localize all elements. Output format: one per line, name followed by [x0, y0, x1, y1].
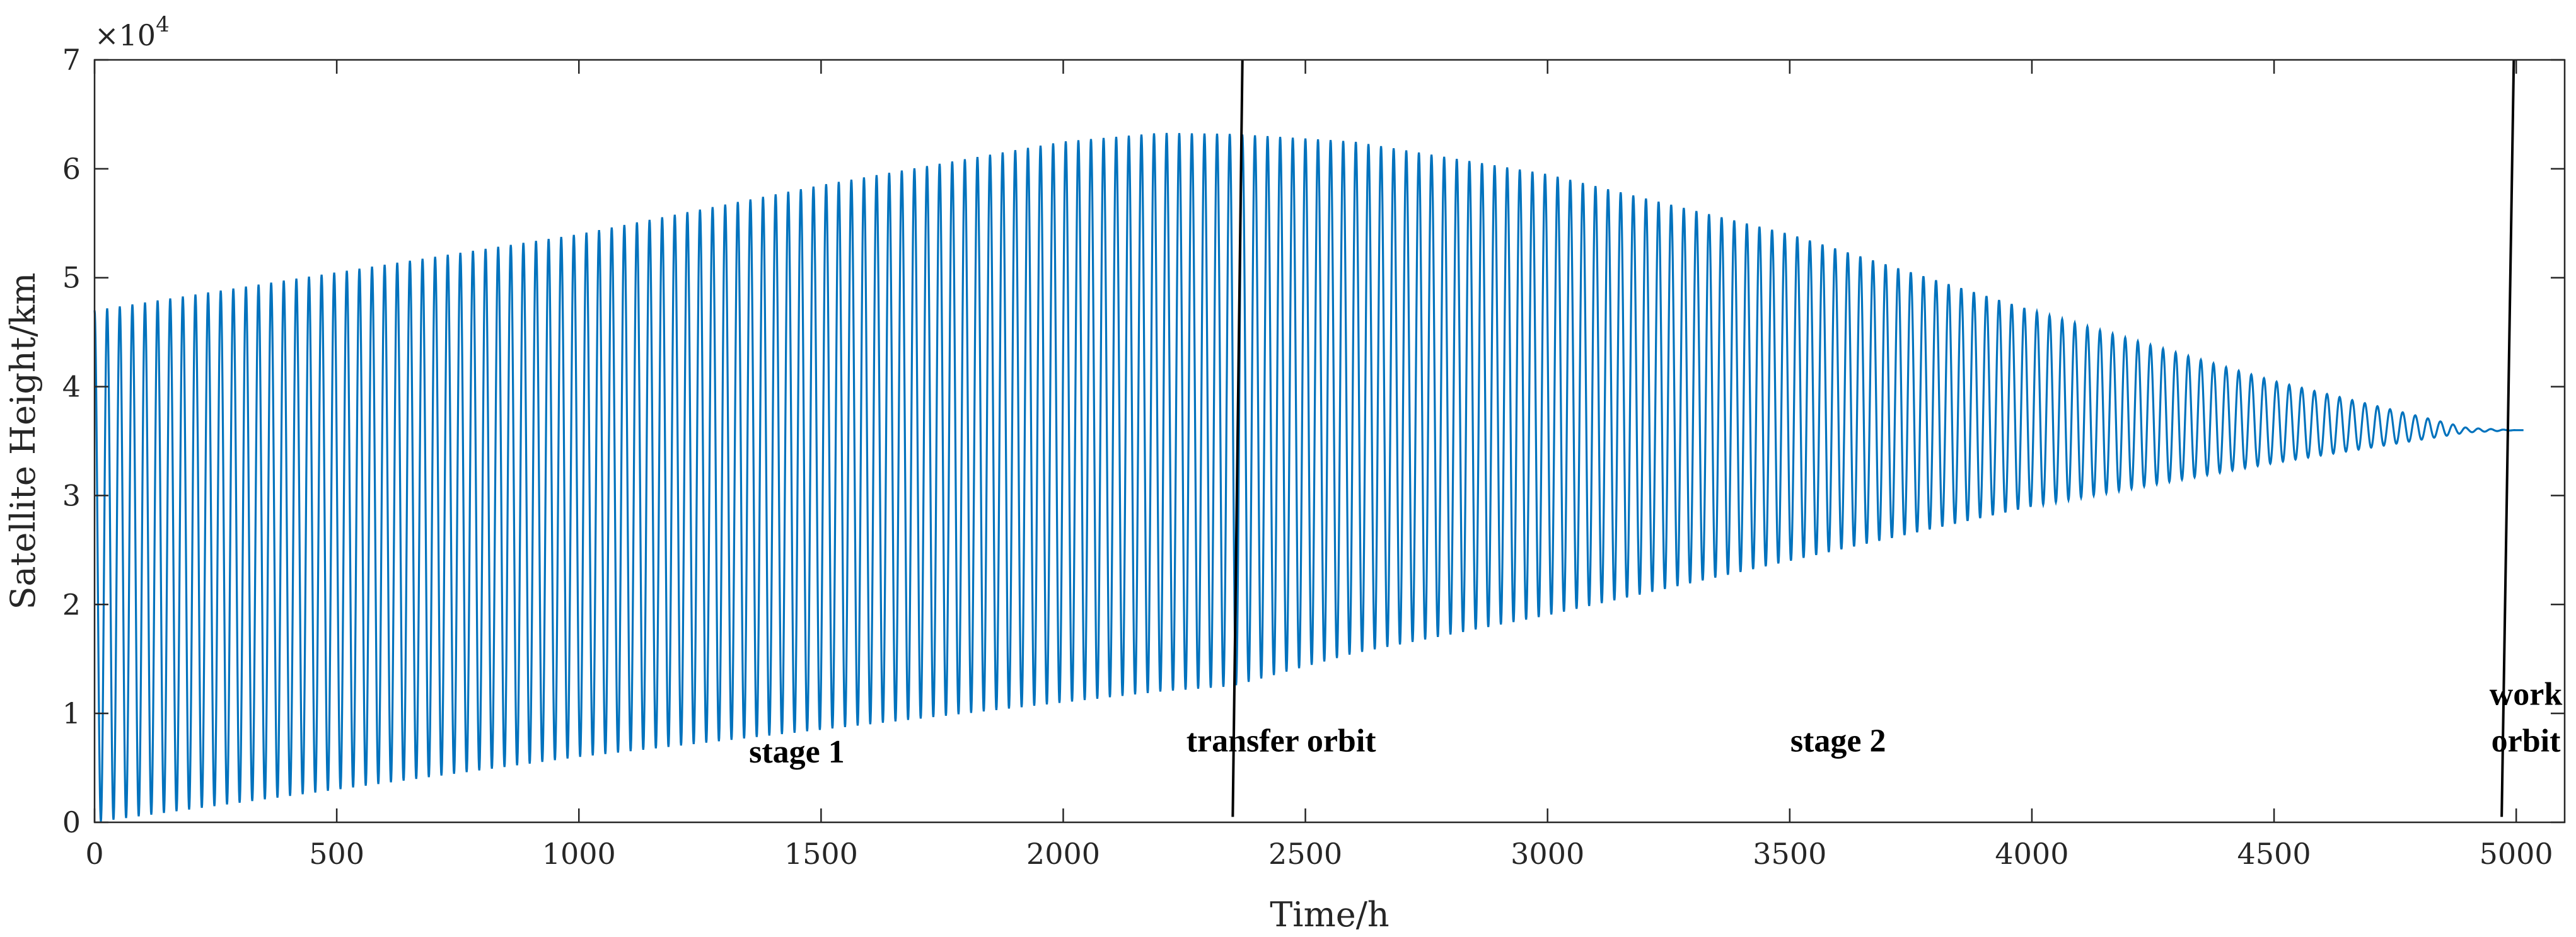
axes-frame	[93, 59, 2566, 824]
x-tick-label: 5000	[2480, 837, 2553, 871]
series-line-0	[93, 132, 2524, 822]
y-axis-exponent: ×104	[95, 12, 170, 52]
y-tick-label: 4	[62, 370, 81, 404]
annotation-label: stage 1	[749, 734, 845, 770]
x-axis: 0 500 1000 1500 2000 2500 3000 3500 4000 4500 5000	[85, 60, 2553, 871]
y-tick-label: 6	[62, 152, 81, 186]
annotation-label: stage 2	[1790, 723, 1886, 759]
x-tick-label: 3000	[1511, 837, 1584, 871]
axes-box	[93, 59, 2566, 824]
y-tick-label: 5	[62, 261, 81, 295]
x-tick-label: 4500	[2237, 837, 2311, 871]
x-tick-label: 3500	[1753, 837, 1826, 871]
y-tick-label: 0	[62, 805, 81, 839]
y-tick-label: 7	[62, 43, 81, 77]
y-tick-label: 1	[62, 696, 81, 730]
x-tick-label: 500	[309, 837, 364, 871]
x-axis-label: Time/h	[1270, 895, 1389, 934]
separator-line-1	[1231, 59, 1244, 817]
y-axis-label: Satellite Height/km	[3, 273, 43, 610]
x-tick-label: 2500	[1268, 837, 1342, 871]
y-axis-exponent-power: 4	[156, 12, 170, 37]
x-tick-label: 1000	[542, 837, 616, 871]
annotation-label: work	[2490, 676, 2563, 712]
annotation-label: orbit	[2492, 723, 2561, 759]
y-axis: 0 1 2 3 4 5 6 7	[62, 43, 2565, 839]
x-tick-label: 2000	[1026, 837, 1100, 871]
separator-line-2	[2500, 59, 2515, 817]
annotation-label: transfer orbit	[1186, 723, 1377, 759]
x-tick-label: 4000	[1995, 837, 2068, 871]
annotations: stage 1 transfer orbit stage 2 work orbit	[749, 676, 2562, 770]
y-axis-exponent-base: ×10	[95, 18, 156, 52]
plot-content	[93, 59, 2524, 822]
y-tick-label: 2	[62, 587, 81, 621]
x-tick-label: 0	[85, 837, 103, 871]
y-tick-label: 3	[62, 478, 81, 512]
x-tick-label: 1500	[784, 837, 858, 871]
